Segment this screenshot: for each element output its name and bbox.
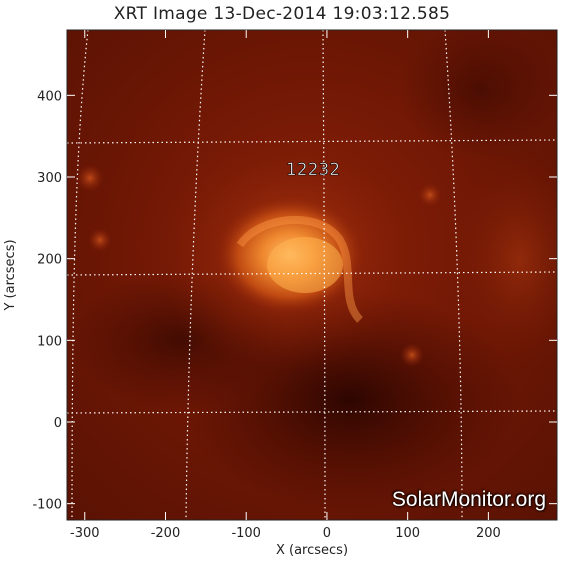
grid-latitude-line bbox=[67, 271, 557, 276]
grid-latitude-line bbox=[67, 410, 557, 414]
grid-longitude-line bbox=[185, 30, 206, 520]
y-tick-label: -100 bbox=[32, 498, 62, 513]
y-tick-label: 400 bbox=[37, 89, 62, 104]
x-tick-label: 100 bbox=[395, 526, 420, 541]
x-tick-label: -100 bbox=[231, 526, 261, 541]
y-tick-label: 100 bbox=[37, 334, 62, 349]
x-tick-label: 200 bbox=[476, 526, 501, 541]
x-tick-label: 0 bbox=[323, 526, 331, 541]
x-tick-label: -200 bbox=[151, 526, 181, 541]
grid-latitude-line bbox=[67, 139, 557, 144]
x-axis-label: X (arcsecs) bbox=[276, 543, 348, 558]
y-axis: -100 0 100 200 300 400 bbox=[32, 89, 557, 513]
plot-frame bbox=[66, 29, 558, 521]
grid-longitude-line bbox=[71, 30, 89, 520]
y-tick-label: 200 bbox=[37, 253, 62, 268]
x-tick-label: -300 bbox=[70, 526, 100, 541]
solar-image bbox=[67, 30, 557, 520]
watermark-logo: SolarMonitor.org bbox=[391, 488, 546, 511]
image-title: XRT Image 13-Dec-2014 19:03:12.585 bbox=[113, 4, 451, 24]
y-tick-label: 0 bbox=[54, 416, 62, 431]
y-axis-label: Y (arcsecs) bbox=[3, 239, 18, 311]
heliographic-grid bbox=[67, 30, 557, 520]
x-axis: -300 -200 -100 0 100 200 bbox=[70, 30, 501, 541]
grid-longitude-line bbox=[444, 30, 463, 520]
active-region-label: 12232 bbox=[286, 160, 340, 180]
y-tick-label: 300 bbox=[37, 171, 62, 186]
